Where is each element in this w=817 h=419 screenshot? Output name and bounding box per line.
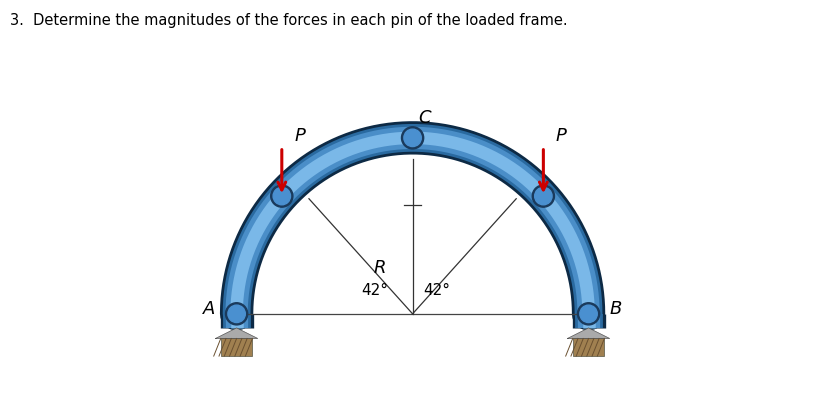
Circle shape xyxy=(534,187,552,205)
Circle shape xyxy=(270,185,292,207)
Text: A: A xyxy=(203,300,216,318)
Text: 42°: 42° xyxy=(361,284,388,298)
Bar xyxy=(573,339,605,356)
Text: C: C xyxy=(418,109,431,127)
Text: P: P xyxy=(556,127,566,145)
Circle shape xyxy=(404,129,422,147)
Text: P: P xyxy=(294,127,305,145)
Circle shape xyxy=(580,305,597,323)
Text: 42°: 42° xyxy=(423,284,450,298)
Circle shape xyxy=(533,185,555,207)
Polygon shape xyxy=(568,328,609,339)
Circle shape xyxy=(225,303,248,325)
Bar xyxy=(221,339,252,356)
Text: B: B xyxy=(609,300,622,318)
Polygon shape xyxy=(216,328,257,339)
Text: R: R xyxy=(373,259,386,277)
Circle shape xyxy=(401,127,424,149)
Text: 3.  Determine the magnitudes of the forces in each pin of the loaded frame.: 3. Determine the magnitudes of the force… xyxy=(10,13,568,28)
Circle shape xyxy=(273,187,291,205)
Circle shape xyxy=(578,303,600,325)
Circle shape xyxy=(228,305,245,323)
